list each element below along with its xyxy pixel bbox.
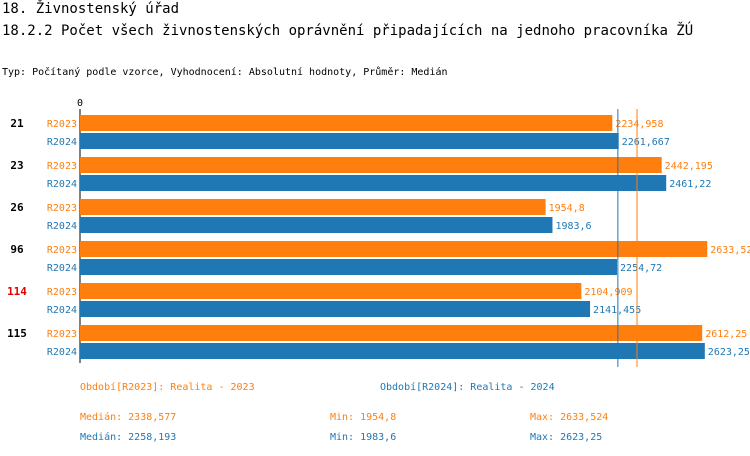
series-label: R2024 [47,305,77,316]
chart-title: 18.2.2 Počet všech živnostenských oprávn… [2,23,694,39]
bar [80,325,703,341]
series-label: R2024 [47,221,77,232]
category-label: 96 [10,243,24,256]
bar [80,115,613,131]
bar [80,343,705,359]
data-label: 2633,524 [710,245,750,256]
data-label: 2623,25 [708,347,750,358]
series-label: R2024 [47,179,77,190]
data-label: 1983,6 [555,221,591,232]
median-r2023: Medián: 2338,577 [80,412,177,423]
max-r2024: Max: 2623,25 [530,432,603,443]
page-title: 18. Živnostenský úřad [2,1,180,17]
series-label: R2023 [47,119,77,130]
axis-zero-label: 0 [77,98,83,109]
category-label: 114 [7,285,27,298]
bar [80,301,591,317]
data-label: 2141,455 [593,305,641,316]
min-r2023: Min: 1954,8 [330,412,397,423]
data-label: 2234,958 [615,119,663,130]
legend-r2023: Období[R2023]: Realita - 2023 [80,382,255,393]
series-label: R2023 [47,287,77,298]
category-label: 115 [7,327,27,340]
data-label: 2461,22 [669,179,711,190]
data-label: 2254,72 [620,263,662,274]
series-label: R2023 [47,245,77,256]
data-label: 2104,909 [584,287,632,298]
series-label: R2024 [47,347,77,358]
data-label: 2261,667 [622,137,670,148]
category-label: 21 [10,117,24,130]
bar [80,133,619,149]
category-label: 23 [10,159,23,172]
bar [80,175,667,191]
series-label: R2023 [47,203,77,214]
bar [80,199,546,215]
data-label: 2612,25 [705,329,747,340]
bar [80,259,618,275]
series-label: R2024 [47,137,77,148]
series-label: R2023 [47,329,77,340]
category-label: 26 [10,201,24,214]
bar [80,283,582,299]
min-r2024: Min: 1983,6 [330,432,397,443]
chart-type-line: Typ: Počítaný podle vzorce, Vyhodnocení:… [2,67,448,78]
bar [80,157,662,173]
bar [80,241,708,257]
series-label: R2023 [47,161,77,172]
data-label: 2442,195 [665,161,713,172]
series-label: R2024 [47,263,77,274]
legend-r2024: Období[R2024]: Realita - 2024 [380,382,555,393]
max-r2023: Max: 2633,524 [530,412,609,423]
data-label: 1954,8 [549,203,585,214]
median-r2024: Medián: 2258,193 [80,432,177,443]
bar [80,217,553,233]
